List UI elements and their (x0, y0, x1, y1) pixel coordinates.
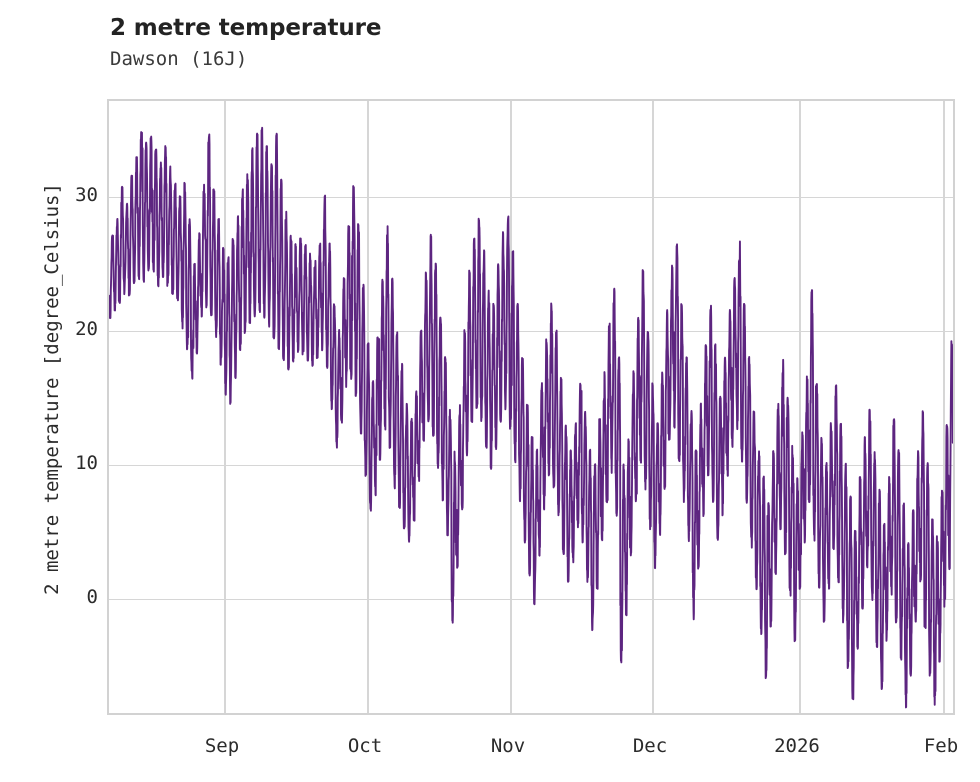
y-tick-label: 30 (75, 184, 98, 207)
x-tick-label: Nov (490, 735, 526, 757)
page-title: 2 metre temperature (110, 15, 382, 41)
gridline-x (799, 101, 801, 713)
chart-subtitle: Dawson (16J) (110, 48, 248, 70)
x-tick-label: Sep (204, 735, 240, 757)
gridline-y (109, 197, 953, 199)
y-tick-label: 10 (75, 452, 98, 475)
temperature-series (109, 101, 953, 713)
y-tick-label: 20 (75, 318, 98, 341)
series-line (109, 128, 953, 708)
gridline-x (943, 101, 945, 713)
title-block: 2 metre temperature Dawson (16J) (110, 14, 910, 72)
x-tick-label: 2026 (774, 735, 820, 757)
x-tick-label: Oct (347, 735, 383, 757)
gridline-x (367, 101, 369, 713)
y-axis-label: 2 metre temperature [degree_Celsius] (41, 183, 63, 595)
gridline-y (109, 331, 953, 333)
gridline-y (109, 599, 953, 601)
y-axis-ticks: 0 10 20 30 (10, 0, 98, 782)
plot-area (107, 99, 955, 715)
gridline-x (224, 101, 226, 713)
y-tick-label: 0 (86, 586, 98, 609)
x-tick-label: Feb (923, 735, 959, 757)
x-tick-label: Dec (632, 735, 668, 757)
